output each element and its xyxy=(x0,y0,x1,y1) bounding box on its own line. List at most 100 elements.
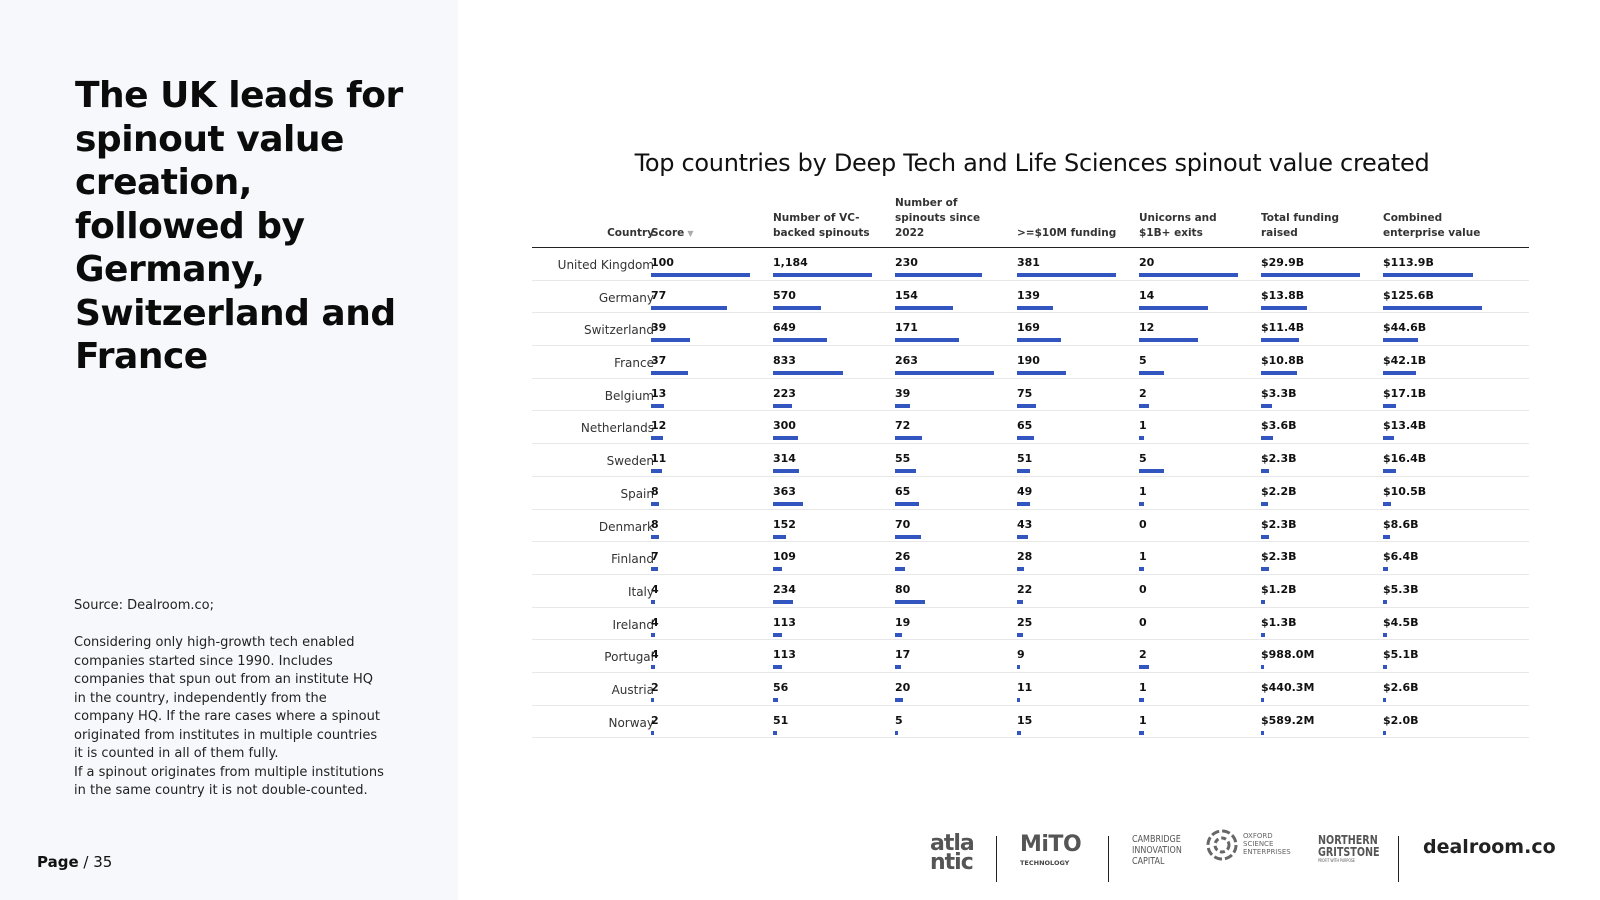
cell-enterprise_value: $113.9B xyxy=(1383,256,1473,280)
value-bar xyxy=(895,469,916,474)
cell-value: 314 xyxy=(773,452,796,466)
cell-value: 833 xyxy=(773,354,796,368)
atlantic-logo: atla ntic xyxy=(930,833,975,874)
cell-value: $11.4B xyxy=(1261,321,1305,335)
value-bar xyxy=(1261,338,1299,343)
cell-value: 109 xyxy=(773,550,796,564)
cell-vc_backed: 300 xyxy=(773,419,799,443)
cell-funding_10m: 43 xyxy=(1017,518,1032,542)
cell-unicorns: 1 xyxy=(1139,419,1147,443)
cell-since_2022: 154 xyxy=(895,289,953,313)
cell-enterprise_value: $2.0B xyxy=(1383,714,1419,738)
column-header-since_2022[interactable]: Number of spinouts since 2022 xyxy=(895,196,1007,241)
cell-value: 22 xyxy=(1017,582,1033,596)
column-header-total_funding[interactable]: Total funding raised xyxy=(1261,211,1373,241)
country-name: Italy xyxy=(627,584,654,599)
cell-total_funding: $2.2B xyxy=(1261,485,1297,509)
cell-value: 649 xyxy=(773,321,796,335)
cell-total_funding: $13.8B xyxy=(1261,289,1307,313)
value-bar xyxy=(1017,567,1025,572)
value-bar xyxy=(895,665,902,670)
cell-score: 39 xyxy=(651,321,690,345)
cell-score: 2 xyxy=(651,681,659,705)
cell-score: 2 xyxy=(651,714,659,738)
column-header-funding_10m[interactable]: >=$10M funding xyxy=(1017,226,1129,241)
value-bar xyxy=(1139,665,1149,670)
methodology-note-1: Considering only high-growth tech enable… xyxy=(74,635,380,761)
mito-logo-name: MiTO xyxy=(1020,832,1082,857)
cell-value: 37 xyxy=(651,354,667,368)
cell-total_funding: $988.0M xyxy=(1261,648,1314,672)
value-bar xyxy=(651,697,654,702)
table-row: Ireland 4 113 19 25 0 $1.3B $4.5B xyxy=(532,608,1529,641)
column-header-enterprise_value[interactable]: Combined enterprise value xyxy=(1383,211,1495,241)
value-bar xyxy=(1139,403,1149,408)
value-bar xyxy=(773,501,804,506)
cambridge-logo-line-1: CAMBRIDGE xyxy=(1132,834,1181,845)
cell-funding_10m: 9 xyxy=(1017,648,1025,672)
northern-logo-sub: PROFIT WITH PURPOSE xyxy=(1318,858,1355,863)
sort-descending-icon[interactable]: ▼ xyxy=(687,229,694,238)
value-bar xyxy=(895,599,926,604)
value-bar xyxy=(1261,469,1269,474)
table-row: Germany 77 570 154 139 14 $13.8B $125.6B xyxy=(532,281,1529,314)
table-row: Denmark 8 152 70 43 0 $2.3B $8.6B xyxy=(532,510,1529,543)
column-header-unicorns[interactable]: Unicorns and $1B+ exits xyxy=(1139,211,1251,241)
cell-value: 56 xyxy=(773,680,789,694)
cell-score: 8 xyxy=(651,518,659,542)
mito-logo: MiTO TECHNOLOGY xyxy=(1020,832,1082,867)
cell-total_funding: $3.6B xyxy=(1261,419,1297,443)
cell-since_2022: 5 xyxy=(895,714,903,738)
value-bar xyxy=(1383,403,1397,408)
value-bar xyxy=(895,371,994,376)
column-header-score[interactable]: Score ▼ xyxy=(651,226,763,241)
cell-total_funding: $11.4B xyxy=(1261,321,1304,345)
table-row: France 37 833 263 190 5 $10.8B $42.1B xyxy=(532,346,1529,379)
cell-value: 570 xyxy=(773,288,796,302)
value-bar xyxy=(773,305,821,310)
cell-vc_backed: 223 xyxy=(773,387,796,411)
value-bar xyxy=(651,665,655,670)
country-name: Spain xyxy=(620,486,654,501)
column-header-label: Total funding raised xyxy=(1261,212,1339,239)
country-name: United Kingdom xyxy=(557,258,654,272)
cell-value: $2.6B xyxy=(1383,680,1419,694)
value-bar xyxy=(1017,371,1067,376)
table-row: Norway 2 51 5 15 1 $589.2M $2.0B xyxy=(532,706,1529,739)
cell-value: 55 xyxy=(895,452,911,466)
country-name: Austria xyxy=(611,682,654,697)
value-bar xyxy=(895,305,953,310)
value-bar xyxy=(1261,501,1269,506)
cell-unicorns: 2 xyxy=(1139,648,1149,672)
dealroom-logo: dealroom.co xyxy=(1423,836,1556,858)
value-bar xyxy=(1383,436,1394,441)
cell-value: $2.3B xyxy=(1261,550,1297,564)
value-bar xyxy=(1261,599,1265,604)
value-bar xyxy=(1383,632,1387,637)
page-total: / 35 xyxy=(83,853,113,871)
cell-value: 49 xyxy=(1017,484,1033,498)
cell-value: $125.6B xyxy=(1383,288,1434,302)
column-header-label: Country xyxy=(607,227,654,239)
table-row: Austria 2 56 20 11 1 $440.3M $2.6B xyxy=(532,673,1529,706)
source-note: Source: Dealroom.co; xyxy=(74,598,214,613)
country-name: Belgium xyxy=(604,388,654,403)
value-bar xyxy=(773,534,786,539)
cell-enterprise_value: $44.6B xyxy=(1383,321,1426,345)
value-bar xyxy=(651,338,690,343)
column-header-country[interactable]: Country xyxy=(607,226,654,241)
cell-value: $44.6B xyxy=(1383,321,1427,335)
table-header: Country Score ▼ Number of VC-backed spinout… xyxy=(532,195,1529,248)
value-bar xyxy=(773,697,778,702)
table-row: United Kingdom 100 1,184 230 381 20 $29.9B $113… xyxy=(532,248,1529,281)
cell-value: 2 xyxy=(651,680,659,694)
value-bar xyxy=(1261,436,1273,441)
cell-since_2022: 230 xyxy=(895,256,982,280)
cell-unicorns: 20 xyxy=(1139,256,1238,280)
cell-value: 13 xyxy=(651,386,667,400)
cell-value: 51 xyxy=(1017,452,1033,466)
column-header-vc_backed[interactable]: Number of VC-backed spinouts xyxy=(773,211,885,241)
cell-total_funding: $29.9B xyxy=(1261,256,1360,280)
cell-value: 25 xyxy=(1017,615,1033,629)
value-bar xyxy=(651,403,664,408)
